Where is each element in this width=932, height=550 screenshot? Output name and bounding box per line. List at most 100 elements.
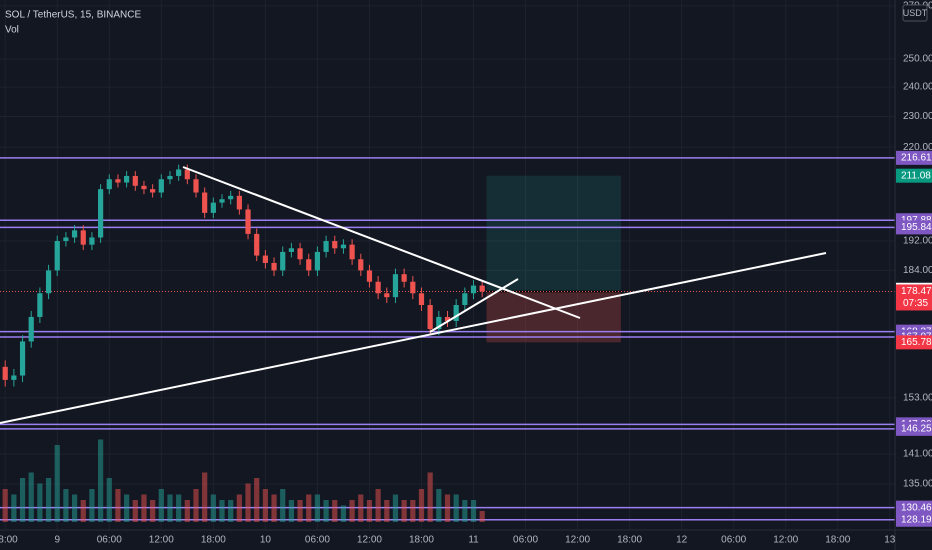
price-label-bg bbox=[896, 150, 932, 165]
candle-body bbox=[271, 262, 277, 271]
volume-bar bbox=[384, 500, 390, 522]
y-tick-label: 153.00 bbox=[903, 392, 932, 403]
price-label-bg bbox=[896, 220, 932, 235]
candle-body bbox=[37, 293, 43, 317]
price-label-bg bbox=[896, 500, 932, 515]
volume-bar bbox=[245, 483, 251, 522]
volume-bar bbox=[132, 500, 138, 522]
volume-bar bbox=[150, 500, 156, 522]
currency-box bbox=[902, 4, 928, 22]
candle-body bbox=[28, 316, 34, 342]
volume-bar bbox=[19, 478, 26, 522]
x-tick-label: 06:00 bbox=[513, 535, 538, 546]
candle-body bbox=[262, 255, 268, 263]
candle-body bbox=[115, 179, 121, 183]
volume-bar bbox=[401, 500, 407, 522]
candle-body bbox=[45, 270, 52, 294]
currency: USDT bbox=[903, 8, 928, 18]
candle-body bbox=[106, 179, 112, 190]
volume-bar bbox=[479, 511, 485, 522]
volume-bar bbox=[236, 494, 242, 522]
y-tick-label: 230.00 bbox=[903, 111, 932, 122]
price-labels: 216.61197.88195.84168.37167.07147.20146.… bbox=[896, 150, 932, 527]
volume-bar bbox=[28, 472, 34, 522]
volume-bar bbox=[45, 478, 52, 522]
volume-bar bbox=[332, 500, 338, 522]
volume-bar bbox=[106, 478, 112, 522]
volume-bar bbox=[97, 439, 104, 522]
volume-bar bbox=[418, 489, 425, 522]
y-tick-label: 250.00 bbox=[903, 54, 932, 65]
volume-bar bbox=[176, 494, 182, 522]
candle-body bbox=[176, 169, 182, 176]
candle-body bbox=[63, 237, 69, 242]
candle-body bbox=[210, 202, 216, 213]
volume-bar bbox=[462, 500, 468, 522]
volume-bar bbox=[71, 494, 78, 522]
candle-body bbox=[453, 305, 459, 321]
candle-body bbox=[436, 316, 442, 330]
volume-bar bbox=[219, 500, 225, 522]
volume-label: Vol bbox=[5, 25, 19, 36]
countdown: 07:35 bbox=[903, 298, 928, 309]
candle-body bbox=[280, 251, 286, 271]
x-tick-label: 18:00 bbox=[825, 535, 850, 546]
candle-body bbox=[228, 195, 234, 200]
candle-body bbox=[427, 305, 433, 330]
volume-bar bbox=[228, 500, 234, 522]
x-tick-label: 12:00 bbox=[565, 535, 590, 546]
candle-body bbox=[54, 241, 60, 271]
x-tick-label: 06:00 bbox=[97, 535, 122, 546]
volume-bar bbox=[54, 445, 60, 522]
candle-body bbox=[462, 293, 468, 306]
candle-body bbox=[410, 281, 416, 294]
volume-bar bbox=[349, 500, 355, 522]
volume-bar bbox=[366, 500, 373, 522]
volume-bar bbox=[202, 472, 208, 522]
x-tick-label: 18:00 bbox=[0, 535, 18, 546]
trendline bbox=[182, 166, 581, 319]
x-tick-label: 18:00 bbox=[617, 535, 642, 546]
candle-body bbox=[80, 230, 86, 245]
x-tick-label: 11 bbox=[468, 535, 479, 546]
volume-bar bbox=[280, 489, 286, 522]
x-tick-label: 13 bbox=[884, 535, 896, 546]
candle-body bbox=[332, 241, 338, 249]
volume-bar bbox=[470, 500, 477, 522]
price-label-bg bbox=[896, 284, 932, 311]
x-tick-label: 12:00 bbox=[773, 535, 798, 546]
x-tick-label: 12:00 bbox=[149, 535, 174, 546]
y-tick-label: 240.00 bbox=[903, 82, 932, 93]
y-tick-label: 135.00 bbox=[903, 479, 932, 490]
volume-bar bbox=[340, 505, 347, 522]
candle-body bbox=[479, 285, 485, 292]
candle-body bbox=[340, 244, 347, 249]
volume-bar bbox=[63, 489, 69, 522]
candle-body bbox=[349, 244, 355, 260]
volume-bar bbox=[254, 478, 260, 522]
x-tick-label: 18:00 bbox=[409, 535, 434, 546]
x-tick-label: 06:00 bbox=[305, 535, 330, 546]
volume-bar bbox=[115, 489, 121, 522]
x-tick-label: 18:00 bbox=[201, 535, 226, 546]
trendline bbox=[429, 278, 519, 333]
candle-body bbox=[358, 259, 364, 271]
price-label: 197.88 bbox=[901, 215, 932, 226]
volume-bar bbox=[392, 494, 399, 522]
x-tick-label: 12:00 bbox=[357, 535, 382, 546]
y-tick-label: 192.00 bbox=[903, 236, 932, 247]
candle-body bbox=[97, 189, 104, 238]
price-label: 165.78 bbox=[901, 337, 932, 348]
volume-bar bbox=[11, 494, 17, 522]
drawings bbox=[0, 166, 827, 424]
candle-body bbox=[158, 179, 164, 193]
volume-bar bbox=[375, 489, 381, 522]
candle-body bbox=[375, 281, 381, 294]
volume-bar bbox=[323, 500, 329, 522]
volume-bar bbox=[158, 489, 164, 522]
candle-body bbox=[392, 274, 399, 298]
candle-body bbox=[71, 230, 78, 238]
volume-bar bbox=[358, 494, 364, 522]
